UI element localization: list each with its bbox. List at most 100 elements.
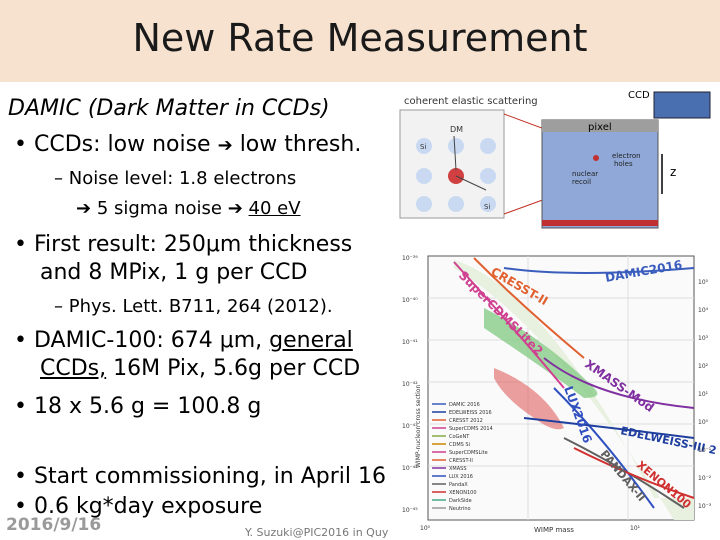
bullet-2a-text: First result: 250μm thickness [33,232,353,257]
bullet-5-text: Start commissioning, in April 16 [33,464,387,489]
lux-curve [553,387,655,509]
dm-label: DM [450,125,463,134]
y-tick-label-right: 10⁻¹ [698,447,712,454]
bullet-dot: • [14,132,34,157]
bullet-6-text: 0.6 kg*day exposure [33,494,263,519]
legend-entry: SuperCDMS 2014 [449,426,493,432]
recoil-label: recoil [572,178,591,186]
si-atom [416,138,432,154]
pixel-top-gate [542,120,658,132]
si-atom [480,168,496,184]
sub-bullet-1b: ➔ 5 sigma noise ➔ 40 eV [76,198,301,219]
sub-bullet-1c-text: 40 eV [248,198,301,219]
dash: – [54,296,69,317]
legend-entry: Neutrino [449,506,471,512]
y-tick-label-right: 10² [698,363,709,370]
bullet-3a-underlined: general [269,328,353,353]
y-tick-label: 10⁻⁴¹ [402,339,418,346]
bullet-3a-text: DAMIC-100: 674 μm, [33,328,263,353]
y-tick-label-right: 10⁻³ [698,503,712,510]
legend-entry: XENON100 [449,490,477,496]
detector-diagram: coherent elastic scattering Si Si DM pix… [399,90,711,229]
plot-legend: DAMIC 2016 EDELWEISS 2016 CRESST 2012 Super… [432,402,493,512]
recoil-spot [593,155,599,161]
bullet-3b-text: 16M Pix, 5.6g per CCD [113,356,361,381]
y-tick-label-right: 10⁴ [698,307,709,314]
x-tick-label: 10¹ [630,525,641,532]
footer-presenter: Y. Suzuki@PIC2016 in Quy [245,526,389,539]
si-atom [416,168,432,184]
legend-entry: CoGeNT [449,434,470,440]
sub-bullet-2: – Phys. Lett. B711, 264 (2012). [54,296,333,317]
bullet-1-tail: low thresh. [239,132,362,157]
exclusion-plot: CRESST-II SuperCDMSLite2 DAMIC2016 XMASS… [402,255,716,534]
bullet-5: • Start commissioning, in April 16 [14,464,386,489]
si-atom [448,196,464,212]
bullet-dot: • [14,494,34,519]
y-tick-label-right: 10¹ [698,391,709,398]
ccd-label: CCD [628,90,650,101]
bullet-dot: • [14,232,34,257]
damic-curve [503,267,695,274]
y-tick-label-right: 10⁵ [698,279,709,286]
bullet-3b: CCDs, 16M Pix, 5.6g per CCD [40,356,360,381]
dash: – [54,168,69,189]
bullet-4-text: 18 x 5.6 g = 100.8 g [33,394,262,419]
y-tick-label-right: 10³ [698,335,709,342]
pixel-bottom [542,220,658,226]
bullet-3b-underlined: CCDs, [40,356,107,381]
sub-bullet-1b-text: 5 sigma noise [96,198,222,219]
bullet-2a: • First result: 250μm thickness [14,232,352,257]
bullet-1: • CCDs: low noise ➔ low thresh. [14,132,361,157]
nuclear-label: nuclear [572,170,598,178]
holes-label: holes [614,160,633,168]
y-tick-label: 10⁻³⁹ [402,255,418,262]
bullet-2b: and 8 MPix, 1 g per CCD [40,260,308,285]
right-arrow-icon: ➔ [217,135,233,156]
sub-bullet-1a: – Noise level: 1.8 electrons [54,168,296,189]
scatter-label: coherent elastic scattering [404,96,538,107]
right-arrow-icon: ➔ [76,198,92,219]
plot-frame [427,255,695,521]
allowed-region-red [494,368,564,430]
pixel-label: pixel [588,122,612,133]
y-tick-label-right: 10⁻² [698,475,712,482]
xenon-curve [573,447,695,499]
y-tick-labels: 10⁻³⁹ 10⁻⁴⁰ 10⁻⁴¹ 10⁻⁴² 10⁻⁴³ 10⁻⁴⁴ 10⁻⁴⁵ [402,255,418,514]
x-tick-label: 10⁰ [420,525,431,532]
bullet-dot: • [14,328,34,353]
y-tick-label: 10⁻⁴⁰ [402,297,418,304]
footer-date: 2016/9/16 [6,515,102,535]
supercdms-curve [453,261,565,389]
slide-title: New Rate Measurement [132,16,588,60]
electron-label: electron [612,152,641,160]
y-tick-label: 10⁻⁴² [402,381,418,388]
bullet-3a: • DAMIC-100: 674 μm, general [14,328,353,353]
bullet-4: • 18 x 5.6 g = 100.8 g [14,394,261,419]
title-bar [0,0,720,82]
legend-entry: XMASS [449,466,467,472]
dm-outgoing-arrow [455,175,487,191]
bullet-dot: • [14,394,34,419]
bullet-dot: • [14,464,34,489]
y-tick-label: 10⁻⁴⁴ [402,465,418,472]
legend-entry: PandaX [449,482,468,488]
pixel-box [541,119,659,229]
cresst-curve [473,257,585,359]
sub-bullet-2-text: Phys. Lett. B711, 264 (2012). [68,296,333,317]
bullet-1-text: CCDs: low noise [33,132,211,157]
y-tick-label-right: 10⁰ [698,419,709,426]
legend-entry: DarkSide [449,498,472,504]
ccd-chip-icon [653,91,711,119]
atom-grid [416,138,496,212]
legend-entry: SuperCDMSLite [449,450,488,456]
si-atom [480,196,496,212]
x-axis-label: WIMP mass [534,526,574,534]
y-tick-label: 10⁻⁴⁵ [402,507,418,514]
heading: DAMIC (Dark Matter in CCDs) [8,96,330,121]
y-tick-labels-right: 10⁵ 10⁴ 10³ 10² 10¹ 10⁰ 10⁻¹ 10⁻² 10⁻³ [698,279,712,510]
legend-entry: EDELWEISS 2016 [449,410,492,416]
legend-entry: DAMIC 2016 [449,402,480,408]
si-atom [480,138,496,154]
legend-entry: CDMS Si [449,442,470,448]
